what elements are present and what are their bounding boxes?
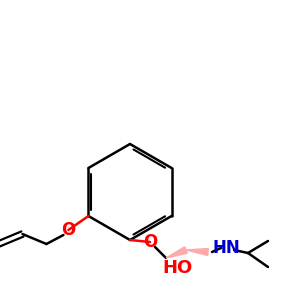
Text: O: O — [143, 233, 157, 251]
Text: HN: HN — [212, 239, 240, 257]
Text: O: O — [61, 221, 76, 239]
Text: HO: HO — [163, 259, 193, 277]
Polygon shape — [186, 248, 208, 256]
Polygon shape — [166, 247, 187, 258]
